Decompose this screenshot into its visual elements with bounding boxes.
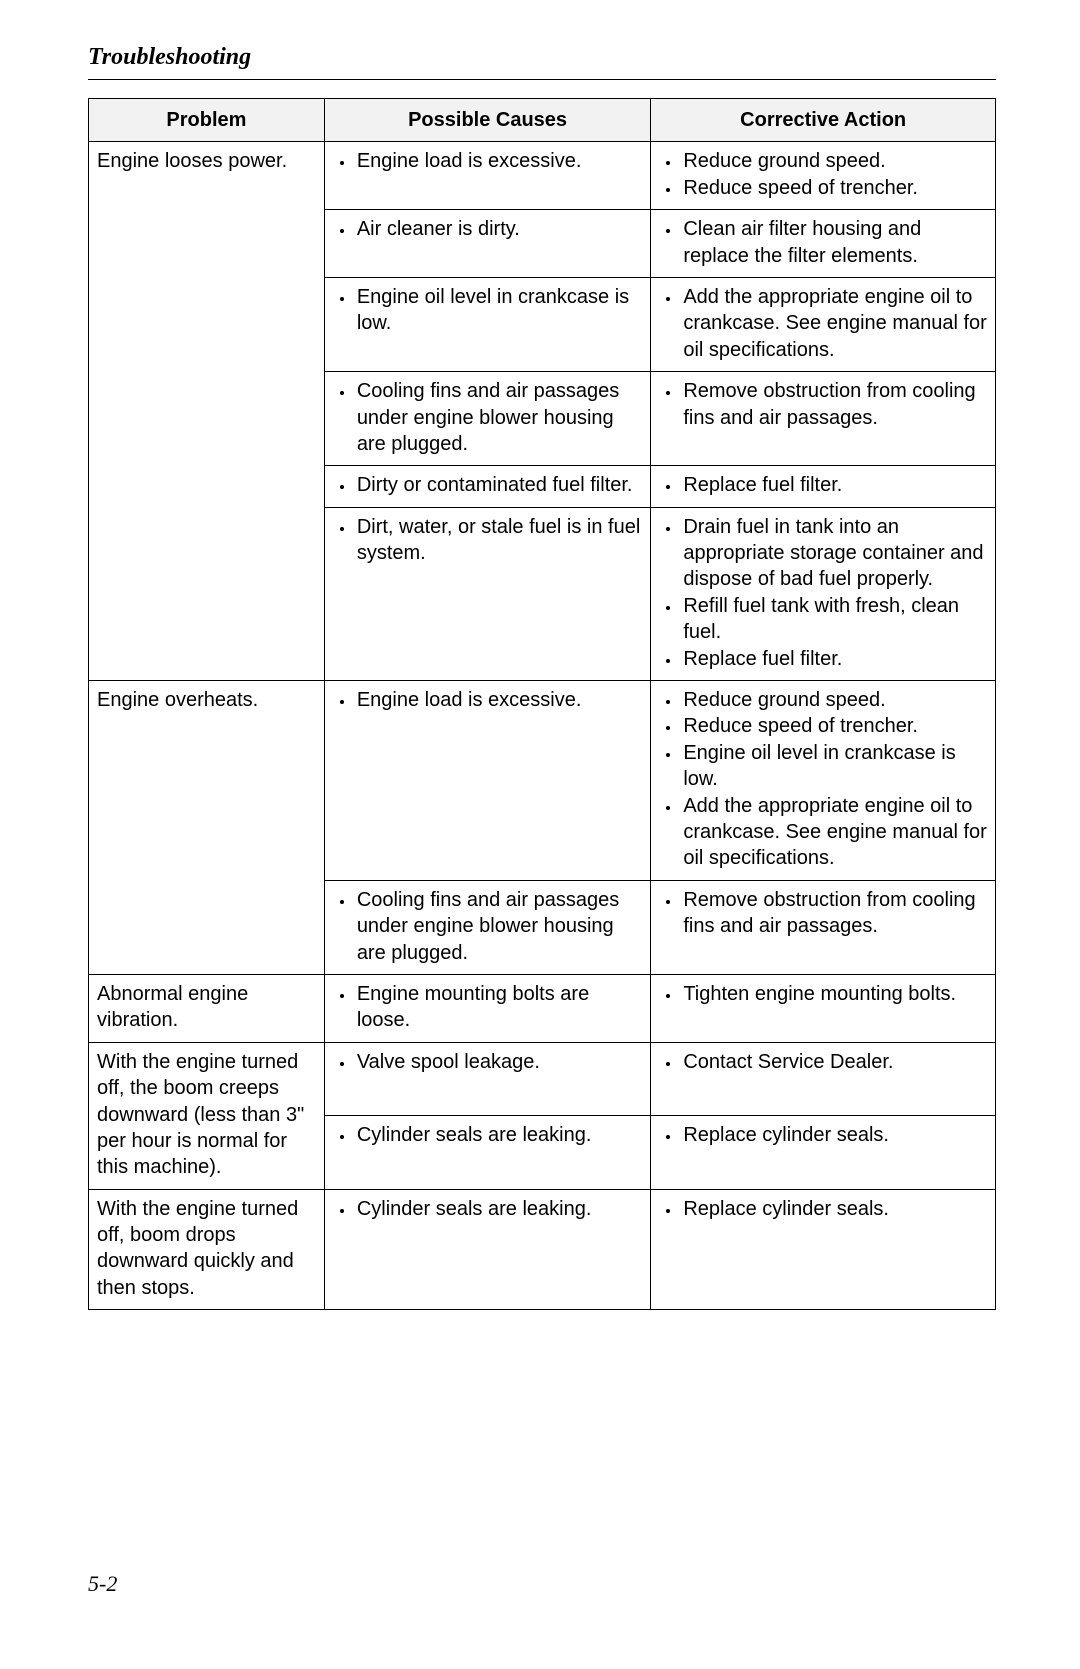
action-cell: Replace cylinder seals. — [651, 1116, 996, 1189]
page-number: 5-2 — [88, 1571, 117, 1597]
cause-item: Air cleaner is dirty. — [355, 216, 643, 242]
action-item: Refill fuel tank with fresh, clean fuel. — [681, 593, 987, 646]
title-divider — [88, 79, 996, 80]
cause-item: Dirty or contaminated fuel filter. — [355, 472, 643, 498]
action-item: Replace fuel filter. — [681, 646, 987, 672]
causes-cell: Valve spool leakage. — [324, 1042, 651, 1115]
action-item: Replace cylinder seals. — [681, 1196, 987, 1222]
action-item: Drain fuel in tank into an appropriate s… — [681, 514, 987, 593]
troubleshooting-table: Problem Possible Causes Corrective Actio… — [88, 98, 996, 1310]
problem-cell: Engine looses power. — [89, 142, 325, 681]
action-item: Clean air filter housing and replace the… — [681, 216, 987, 269]
cause-item: Engine load is excessive. — [355, 687, 643, 713]
causes-cell: Engine oil level in crankcase is low. — [324, 277, 651, 371]
action-item: Reduce ground speed. — [681, 687, 987, 713]
table-row: Abnormal engine vibration. Engine mountin… — [89, 974, 996, 1042]
causes-cell: Dirt, water, or stale fuel is in fuel sy… — [324, 507, 651, 680]
header-action: Corrective Action — [651, 99, 996, 142]
action-item: Reduce speed of trencher. — [681, 713, 987, 739]
problem-cell: With the engine turned off, the boom cre… — [89, 1042, 325, 1189]
action-item: Remove obstruction from cooling fins and… — [681, 378, 987, 431]
table-row: Engine looses power.Engine load is exces… — [89, 142, 996, 210]
table-body: Engine looses power. Engine load is exces… — [89, 142, 996, 1310]
cause-item: Engine oil level in crankcase is low. — [355, 284, 643, 337]
table-row: With the engine turned off, boom drops d… — [89, 1189, 996, 1310]
table-header-row: Problem Possible Causes Corrective Actio… — [89, 99, 996, 142]
causes-cell: Cylinder seals are leaking. — [324, 1116, 651, 1189]
page-title: Troubleshooting — [88, 44, 996, 71]
problem-cell: Engine overheats. — [89, 681, 325, 975]
action-item: Contact Service Dealer. — [681, 1049, 987, 1075]
action-item: Remove obstruction from cooling fins and… — [681, 887, 987, 940]
cause-item: Valve spool leakage. — [355, 1049, 643, 1075]
action-cell: Replace cylinder seals. — [651, 1189, 996, 1310]
causes-cell: Cooling fins and air passages under engi… — [324, 372, 651, 466]
cause-item: Cooling fins and air passages under engi… — [355, 378, 643, 457]
table-row: With the engine turned off, the boom cre… — [89, 1042, 996, 1115]
causes-cell: Engine load is excessive. — [324, 142, 651, 210]
cause-item: Dirt, water, or stale fuel is in fuel sy… — [355, 514, 643, 567]
causes-cell: Dirty or contaminated fuel filter. — [324, 466, 651, 507]
causes-cell: Engine load is excessive. — [324, 681, 651, 881]
cause-item: Cylinder seals are leaking. — [355, 1122, 643, 1148]
cause-item: Cooling fins and air passages under engi… — [355, 887, 643, 966]
causes-cell: Cooling fins and air passages under engi… — [324, 880, 651, 974]
problem-cell: With the engine turned off, boom drops d… — [89, 1189, 325, 1310]
action-cell: Reduce ground speed.Reduce speed of tren… — [651, 142, 996, 210]
cause-item: Engine load is excessive. — [355, 148, 643, 174]
action-cell: Clean air filter housing and replace the… — [651, 210, 996, 278]
causes-cell: Engine mounting bolts are loose. — [324, 974, 651, 1042]
action-cell: Reduce ground speed.Reduce speed of tren… — [651, 681, 996, 881]
cause-item: Engine mounting bolts are loose. — [355, 981, 643, 1034]
action-item: Replace cylinder seals. — [681, 1122, 987, 1148]
action-cell: Drain fuel in tank into an appropriate s… — [651, 507, 996, 680]
causes-cell: Air cleaner is dirty. — [324, 210, 651, 278]
action-cell: Add the appropriate engine oil to crankc… — [651, 277, 996, 371]
action-cell: Remove obstruction from cooling fins and… — [651, 880, 996, 974]
action-cell: Contact Service Dealer. — [651, 1042, 996, 1115]
action-item: Tighten engine mounting bolts. — [681, 981, 987, 1007]
action-item: Engine oil level in crankcase is low. — [681, 740, 987, 793]
action-item: Add the appropriate engine oil to crankc… — [681, 793, 987, 872]
action-cell: Tighten engine mounting bolts. — [651, 974, 996, 1042]
header-problem: Problem — [89, 99, 325, 142]
cause-item: Cylinder seals are leaking. — [355, 1196, 643, 1222]
action-item: Reduce ground speed. — [681, 148, 987, 174]
problem-cell: Abnormal engine vibration. — [89, 974, 325, 1042]
table-row: Engine overheats.Engine load is excessiv… — [89, 681, 996, 881]
action-item: Add the appropriate engine oil to crankc… — [681, 284, 987, 363]
action-item: Replace fuel filter. — [681, 472, 987, 498]
causes-cell: Cylinder seals are leaking. — [324, 1189, 651, 1310]
action-item: Reduce speed of trencher. — [681, 175, 987, 201]
action-cell: Replace fuel filter. — [651, 466, 996, 507]
header-causes: Possible Causes — [324, 99, 651, 142]
action-cell: Remove obstruction from cooling fins and… — [651, 372, 996, 466]
